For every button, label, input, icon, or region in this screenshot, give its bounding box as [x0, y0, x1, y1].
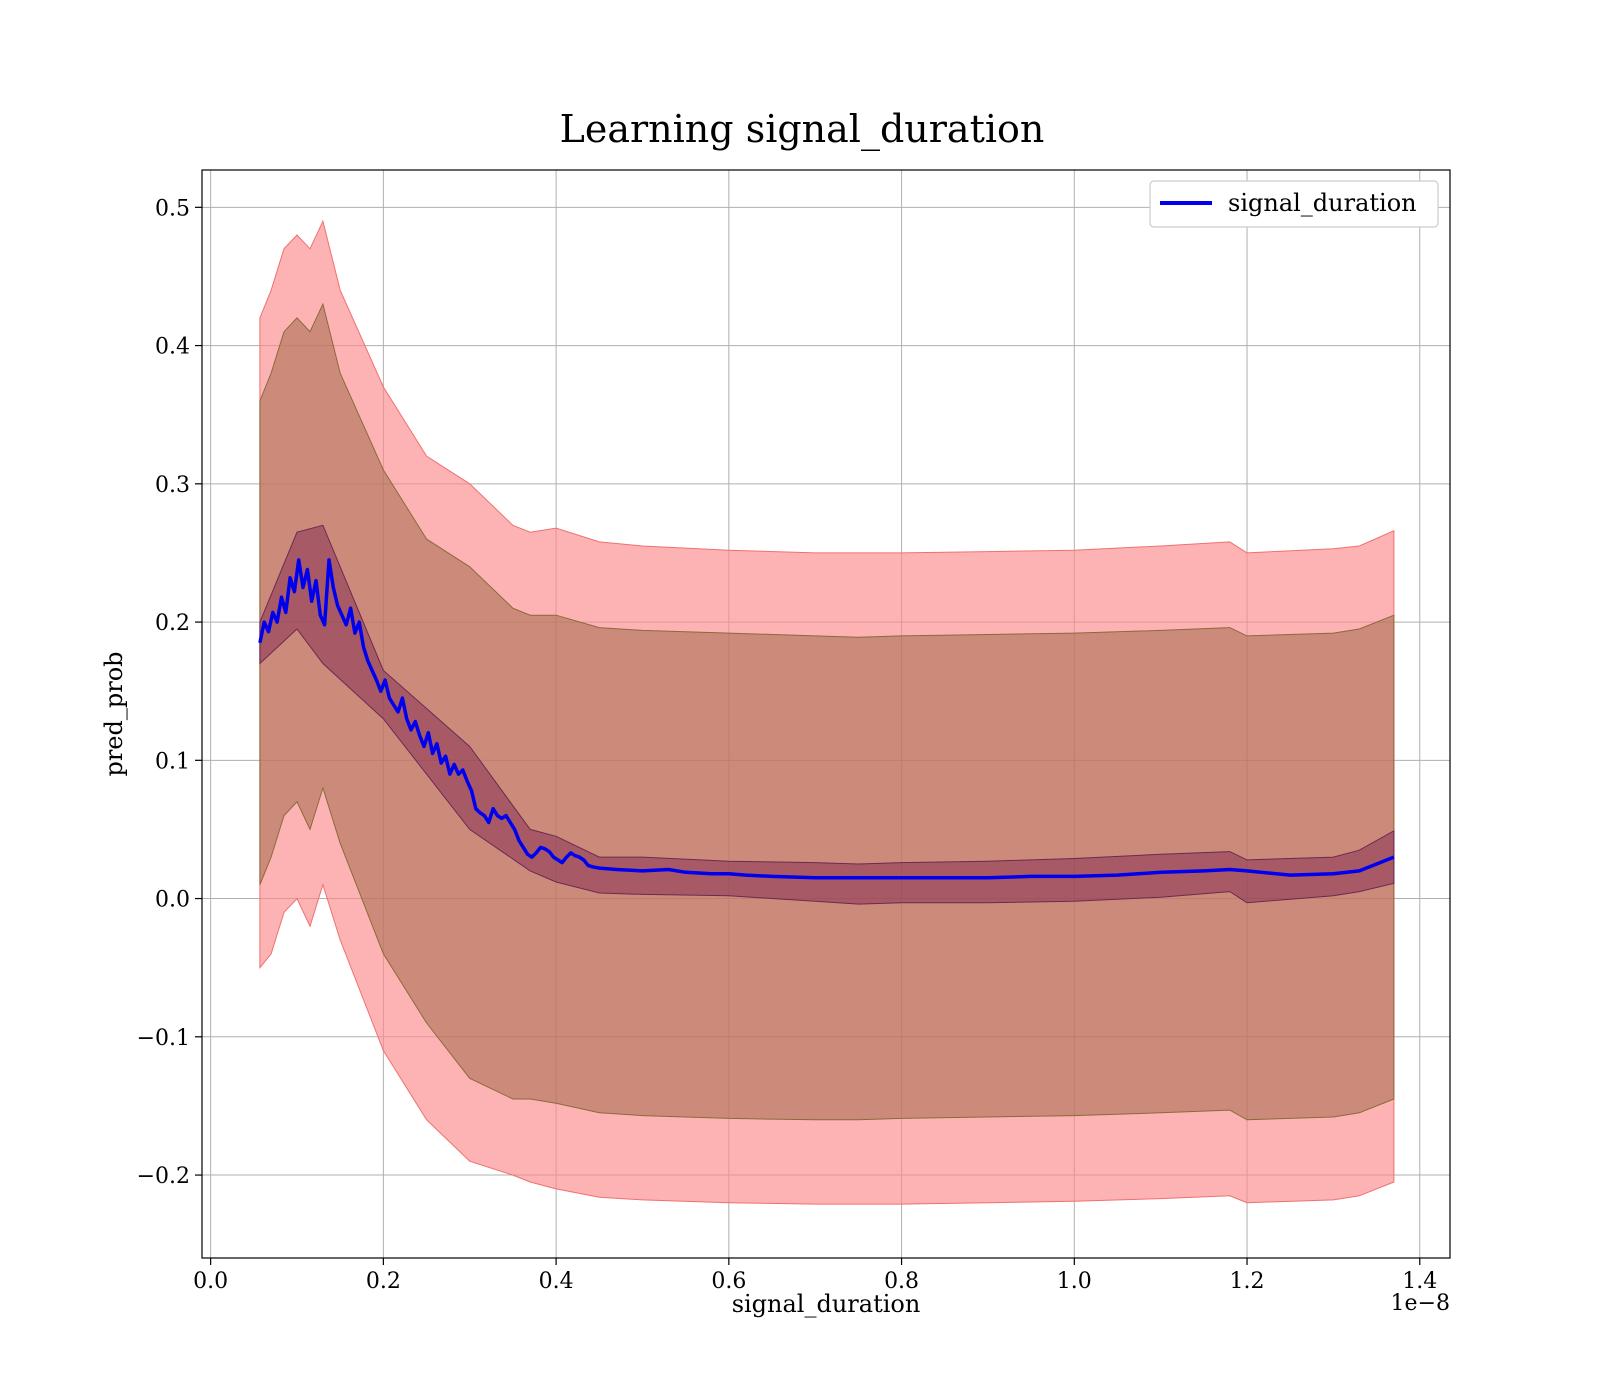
series-lines — [258, 558, 1395, 880]
x-tick-label: 1.2 — [1230, 1269, 1265, 1294]
y-tick-label: −0.2 — [137, 1164, 190, 1189]
x-axis-label: signal_duration — [732, 1290, 921, 1318]
y-tick-label: 0.3 — [155, 473, 190, 498]
y-tick-label: 0.0 — [155, 888, 190, 913]
x-tick-label: 0.8 — [884, 1269, 919, 1294]
y-tick-label: 0.2 — [155, 611, 190, 636]
y-ticks: −0.2 −0.1 0.0 0.1 0.2 0.3 0.4 0.5 — [137, 196, 202, 1189]
y-tick-label: 0.1 — [155, 749, 190, 774]
x-offset-label: 1e−8 — [1391, 1291, 1450, 1316]
y-tick-label: −0.1 — [137, 1026, 190, 1051]
y-axis-label: pred_prob — [100, 651, 128, 776]
x-tick-label: 0.2 — [366, 1269, 401, 1294]
x-tick-label: 1.0 — [1057, 1269, 1092, 1294]
y-tick-label: 0.5 — [155, 196, 190, 221]
chart-title: Learning signal_duration — [560, 107, 1045, 152]
legend: signal_duration — [1149, 180, 1439, 228]
plot-frame — [201, 169, 1451, 1259]
y-tick-label: 0.4 — [155, 335, 190, 360]
x-tick-label: 1.4 — [1402, 1269, 1437, 1294]
inner-band — [259, 524, 1395, 905]
series-line — [258, 558, 1395, 880]
confidence-bands — [259, 219, 1395, 1205]
x-ticks: 0.0 0.2 0.4 0.6 0.8 1.0 1.2 1.4 — [193, 1258, 1437, 1294]
middle-band — [259, 302, 1395, 1121]
x-tick-label: 0.0 — [193, 1269, 228, 1294]
x-tick-label: 0.4 — [539, 1269, 574, 1294]
legend-label: signal_duration — [1228, 189, 1417, 217]
x-tick-label: 0.6 — [711, 1269, 746, 1294]
legend-box — [1149, 180, 1439, 228]
